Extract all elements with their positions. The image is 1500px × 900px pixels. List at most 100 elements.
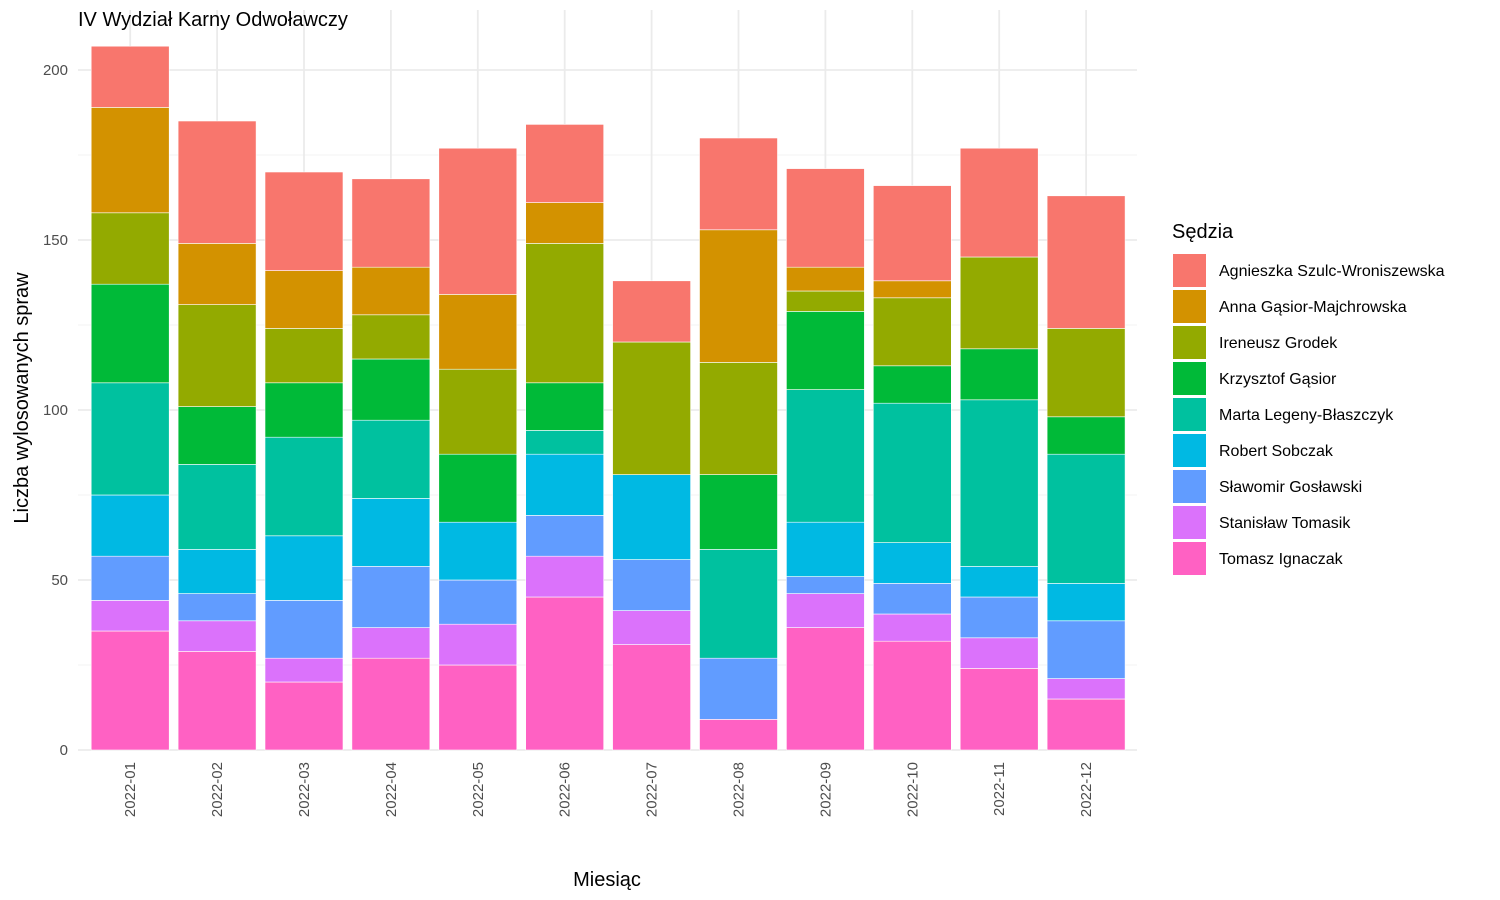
- x-tick-label-2022-02: 2022-02: [209, 762, 226, 817]
- legend-title: Sędzia: [1172, 221, 1234, 243]
- bar-2022-04-anna-gąsior-majchrowska: [351, 266, 431, 316]
- bar-2022-07-stanisław-tomasik: [612, 610, 691, 645]
- bar-2022-09-sławomir-gosławski: [786, 576, 865, 594]
- bar-2022-05-tomasz-ignaczak: [438, 664, 518, 751]
- bar-2022-03-robert-sobczak: [264, 535, 344, 601]
- bar-2022-02-anna-gąsior-majchrowska: [177, 243, 257, 305]
- bar-2022-12-robert-sobczak: [1046, 583, 1126, 622]
- bar-2022-02-ireneusz-grodek: [177, 304, 257, 407]
- bar-2022-03-ireneusz-grodek: [264, 328, 344, 384]
- bar-2022-09-marta-legeny-błaszczyk: [786, 389, 865, 523]
- bar-2022-07-ireneusz-grodek: [612, 341, 691, 475]
- y-tick-label-150: 150: [43, 232, 68, 249]
- bar-2022-05-sławomir-gosławski: [438, 579, 518, 625]
- bar-2022-03-tomasz-ignaczak: [264, 681, 344, 751]
- bar-2022-01-stanisław-tomasik: [90, 600, 170, 632]
- bar-2022-03-krzysztof-gąsior: [264, 382, 344, 438]
- legend-key-0: [1173, 254, 1206, 287]
- y-tick-label-0: 0: [60, 742, 68, 759]
- bar-2022-11-robert-sobczak: [959, 566, 1039, 598]
- legend-label-2: Ireneusz Grodek: [1219, 335, 1338, 352]
- bar-2022-08-anna-gąsior-majchrowska: [699, 229, 778, 363]
- bar-2022-03-agnieszka-szulc-wroniszewska: [264, 171, 344, 271]
- x-tick-label-2022-08: 2022-08: [731, 762, 748, 817]
- bar-2022-05-ireneusz-grodek: [438, 368, 518, 455]
- bar-2022-10-marta-legeny-błaszczyk: [872, 402, 952, 543]
- bar-2022-04-marta-legeny-błaszczyk: [351, 419, 431, 499]
- x-tick-label-2022-12: 2022-12: [1078, 762, 1095, 817]
- bar-2022-08-tomasz-ignaczak: [699, 719, 778, 751]
- bar-2022-06-anna-gąsior-majchrowska: [525, 202, 605, 244]
- bars: [90, 45, 1126, 751]
- bar-2022-09-krzysztof-gąsior: [786, 311, 865, 390]
- bar-2022-12-krzysztof-gąsior: [1046, 416, 1126, 455]
- x-axis-title: Miesiąc: [573, 869, 641, 891]
- x-tick-label-2022-09: 2022-09: [817, 762, 834, 817]
- bar-2022-10-ireneusz-grodek: [872, 297, 952, 367]
- bar-2022-04-robert-sobczak: [351, 498, 431, 567]
- bar-2022-12-marta-legeny-błaszczyk: [1046, 453, 1126, 584]
- bar-2022-09-ireneusz-grodek: [786, 290, 865, 312]
- legend-label-1: Anna Gąsior-Majchrowska: [1219, 299, 1407, 316]
- y-tick-label-50: 50: [51, 572, 68, 589]
- bar-2022-09-stanisław-tomasik: [786, 593, 865, 628]
- legend-key-4: [1173, 398, 1206, 431]
- bar-2022-01-marta-legeny-błaszczyk: [90, 382, 170, 496]
- bar-2022-07-robert-sobczak: [612, 474, 691, 560]
- y-tick-label-100: 100: [43, 402, 68, 419]
- bar-2022-12-stanisław-tomasik: [1046, 678, 1126, 700]
- legend-label-5: Robert Sobczak: [1219, 443, 1334, 460]
- y-axis-ticks: 0 50 100 150 200: [43, 62, 68, 759]
- y-axis-title: Liczba wylosowanych spraw: [11, 272, 33, 524]
- bar-2022-02-krzysztof-gąsior: [177, 406, 257, 465]
- bar-2022-07-agnieszka-szulc-wroniszewska: [612, 280, 691, 343]
- bar-2022-11-stanisław-tomasik: [959, 637, 1039, 669]
- legend-key-6: [1173, 470, 1206, 503]
- bar-2022-06-agnieszka-szulc-wroniszewska: [525, 124, 605, 203]
- bar-2022-12-tomasz-ignaczak: [1046, 698, 1126, 751]
- x-tick-label-2022-01: 2022-01: [122, 762, 139, 817]
- bar-2022-06-marta-legeny-błaszczyk: [525, 430, 605, 455]
- bar-2022-05-agnieszka-szulc-wroniszewska: [438, 147, 518, 295]
- legend-key-2: [1173, 326, 1206, 359]
- bar-2022-08-krzysztof-gąsior: [699, 474, 778, 550]
- bar-2022-12-sławomir-gosławski: [1046, 620, 1126, 679]
- legend-label-6: Sławomir Gosławski: [1219, 479, 1362, 496]
- bar-2022-01-robert-sobczak: [90, 494, 170, 557]
- bar-2022-01-krzysztof-gąsior: [90, 283, 170, 384]
- bar-2022-03-sławomir-gosławski: [264, 600, 344, 659]
- bar-2022-06-sławomir-gosławski: [525, 515, 605, 557]
- bar-2022-11-tomasz-ignaczak: [959, 668, 1039, 751]
- bar-2022-03-marta-legeny-błaszczyk: [264, 436, 344, 537]
- bar-2022-12-agnieszka-szulc-wroniszewska: [1046, 195, 1126, 329]
- legend-key-8: [1173, 542, 1206, 575]
- bar-2022-07-sławomir-gosławski: [612, 559, 691, 611]
- bar-2022-02-tomasz-ignaczak: [177, 651, 257, 751]
- legend-key-3: [1173, 362, 1206, 395]
- bar-2022-02-stanisław-tomasik: [177, 620, 257, 652]
- legend-key-7: [1173, 506, 1206, 539]
- bar-2022-01-sławomir-gosławski: [90, 555, 170, 601]
- x-tick-label-2022-10: 2022-10: [904, 762, 921, 817]
- bar-2022-01-ireneusz-grodek: [90, 212, 170, 285]
- bar-2022-06-robert-sobczak: [525, 453, 605, 516]
- bar-2022-08-marta-legeny-błaszczyk: [699, 549, 778, 659]
- bar-2022-10-agnieszka-szulc-wroniszewska: [872, 185, 952, 282]
- legend: Sędzia Agnieszka Szulc-Wroniszewska Anna …: [1172, 221, 1445, 575]
- bar-2022-02-robert-sobczak: [177, 549, 257, 594]
- legend-label-4: Marta Legeny-Błaszczyk: [1219, 407, 1394, 424]
- bar-2022-08-sławomir-gosławski: [699, 657, 778, 720]
- bar-2022-04-krzysztof-gąsior: [351, 358, 431, 421]
- bar-2022-01-tomasz-ignaczak: [90, 630, 170, 751]
- x-tick-label-2022-11: 2022-11: [991, 762, 1008, 816]
- bar-2022-07-tomasz-ignaczak: [612, 644, 691, 751]
- chart-title: IV Wydział Karny Odwoławczy: [78, 9, 348, 31]
- bar-2022-04-tomasz-ignaczak: [351, 657, 431, 751]
- bar-2022-10-anna-gąsior-majchrowska: [872, 280, 952, 299]
- legend-label-3: Krzysztof Gąsior: [1219, 371, 1337, 388]
- legend-key-1: [1173, 290, 1206, 323]
- bar-2022-05-stanisław-tomasik: [438, 623, 518, 666]
- bar-2022-03-anna-gąsior-majchrowska: [264, 270, 344, 329]
- bar-2022-04-stanisław-tomasik: [351, 627, 431, 659]
